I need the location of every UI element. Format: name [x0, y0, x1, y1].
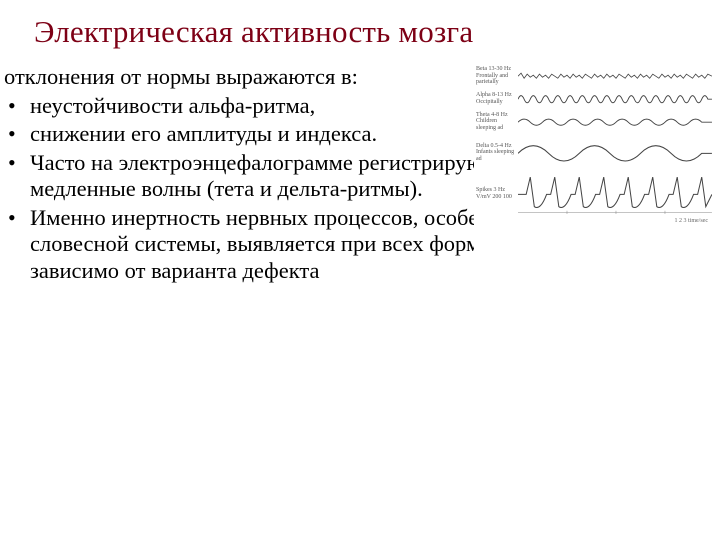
eeg-wave-delta: [518, 136, 712, 170]
slide-title: Электрическая активность мозга: [0, 0, 720, 50]
eeg-label: Delta 0.5-4 Hz Infants sleeping ad: [476, 143, 518, 163]
eeg-wave-beta: [518, 67, 712, 85]
eeg-x-axis: 1 2 3 time/sec: [474, 216, 714, 224]
eeg-row-spikes: Spikes 3 Hz V/mV 200 100: [474, 172, 714, 216]
eeg-row-theta: Theta 4-8 Hz Children sleeping ad: [474, 110, 714, 134]
eeg-label: Theta 4-8 Hz Children sleeping ad: [476, 112, 518, 132]
eeg-label: Spikes 3 Hz V/mV 200 100: [476, 187, 518, 200]
eeg-row-delta: Delta 0.5-4 Hz Infants sleeping ad: [474, 134, 714, 172]
eeg-label: Beta 13-30 Hz Frontally and parietally: [476, 66, 518, 86]
eeg-row-alpha: Alpha 8-13 Hz Occipitally: [474, 88, 714, 110]
eeg-label: Alpha 8-13 Hz Occipitally: [476, 92, 518, 105]
eeg-wave-alpha: [518, 90, 712, 108]
eeg-row-beta: Beta 13-30 Hz Frontally and parietally: [474, 64, 714, 88]
eeg-wave-theta: [518, 113, 712, 131]
eeg-wave-spikes: [518, 174, 712, 214]
eeg-diagram: Beta 13-30 Hz Frontally and parietally A…: [474, 64, 714, 264]
